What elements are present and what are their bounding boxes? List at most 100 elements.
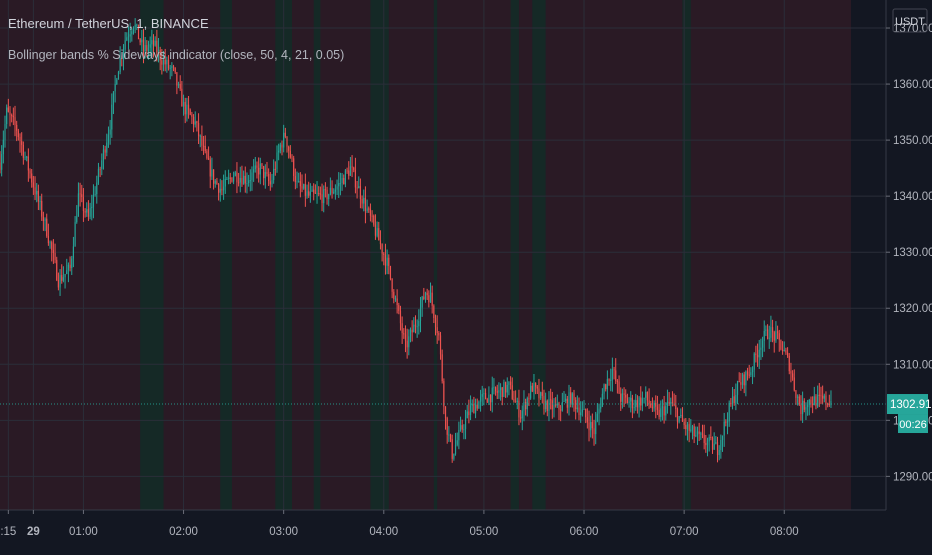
candle-body [311,189,313,192]
candle-body [454,444,457,454]
candle-body [773,332,775,341]
time-tick-label: 03:00 [269,526,298,538]
candle-body [505,382,507,393]
candle-body [793,377,795,391]
candle-body [41,200,43,217]
candle-body [802,400,804,415]
price-tick-label: 1340.00 [893,191,932,203]
candle-body [678,416,680,422]
candle-body [393,291,395,299]
candle-body [596,413,598,422]
price-tick-label: 1290.00 [893,471,932,483]
candle-body [621,393,623,402]
candle-body [111,104,113,130]
candle-body [700,433,702,435]
candle-body [42,216,44,222]
candle-body [575,400,577,410]
candle-body [713,443,715,450]
candle-body [484,393,487,400]
candle-body [715,442,717,444]
candle-body [364,197,367,211]
candle-body [26,156,28,158]
candle-body [157,49,160,53]
candle-body [396,298,398,306]
candle-body [373,215,375,225]
candle-body [464,418,467,430]
time-tick-label: 08:00 [770,526,799,538]
sideways-band [532,0,546,510]
candle-body [94,194,96,196]
candle-body [486,399,488,403]
candle-body [618,381,620,394]
candle-body [336,186,338,190]
candle-body [631,397,633,409]
candle-body [668,401,670,404]
candle-body [117,71,120,80]
candle-body [516,400,518,402]
candle-body [571,393,573,405]
candle-body [27,156,29,171]
candle-body [788,355,790,372]
candle-body [278,150,280,153]
candles [0,18,832,463]
candle-body [626,397,628,403]
candle-body [603,384,605,394]
candle-body [433,305,435,319]
time-tick-label: 29 [27,526,40,538]
candle-body [67,264,69,271]
candle-body [650,403,652,407]
candle-body [416,326,418,328]
candle-body [76,216,78,223]
candle-body [214,180,216,184]
candle-body [54,252,56,260]
candle-body [756,355,759,358]
candle-body [563,401,565,403]
candle-body [89,208,91,217]
candle-body [154,40,156,46]
candle-body [77,193,80,217]
candle-body [344,170,346,185]
candle-body [813,396,815,405]
candle-body [366,208,368,211]
candle-body [798,396,800,405]
currency-box [892,8,928,33]
candle-body [263,166,265,179]
candle-body [12,116,14,118]
candle-body [646,391,649,401]
candle-body [716,442,719,456]
candle-body [174,67,176,73]
candle-body [453,453,455,459]
candle-body [81,194,83,198]
candle-body [162,59,165,65]
candle-body [685,425,687,430]
candle-body [156,40,158,53]
candle-body [271,180,273,185]
candle-body [376,228,378,236]
candle-body [152,40,155,46]
candle-body [718,450,720,456]
candle-body [192,116,195,125]
candle-body [474,404,477,414]
candle-body [418,320,420,327]
candle-body [640,397,642,406]
candle-body [515,401,517,403]
candle-body [578,407,580,416]
candle-body [69,264,71,269]
candle-body [253,169,255,173]
candle-body [121,57,123,59]
candle-body [782,349,784,351]
candle-body [231,177,233,182]
candle-body [313,189,315,193]
candle-body [401,323,403,334]
candle-body [581,409,583,413]
candle-body [755,353,757,356]
candle-body [56,259,58,281]
candle-body [104,149,106,153]
candle-body [471,403,473,406]
candle-body [466,411,468,419]
candle-body [476,404,478,409]
candle-body [286,136,288,147]
candle-body [468,411,470,416]
